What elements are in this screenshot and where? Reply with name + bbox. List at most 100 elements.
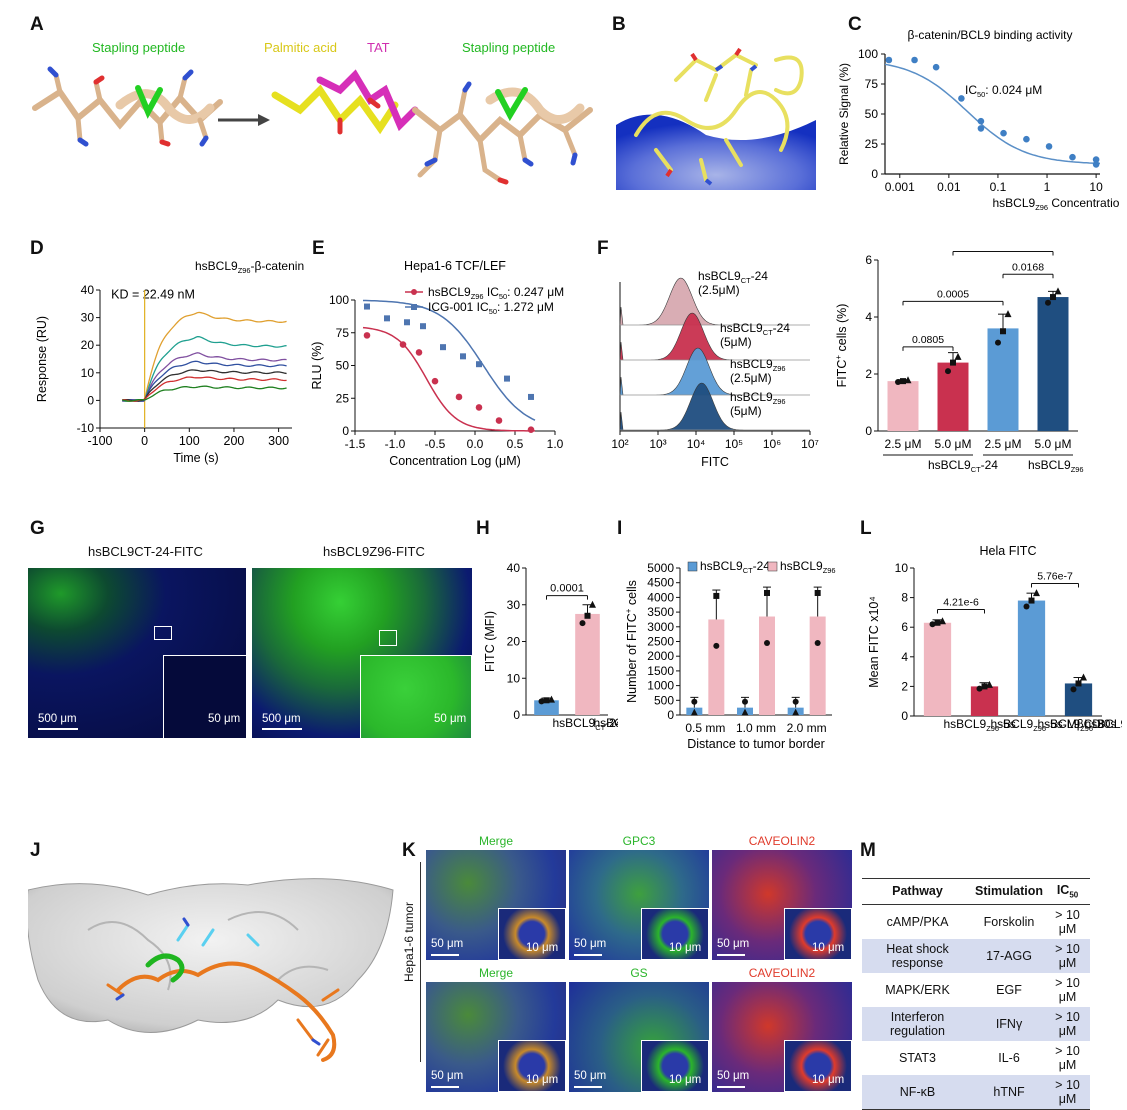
k-inset — [641, 908, 709, 960]
c-data-point — [977, 125, 985, 132]
e-y-tick-label: 0 — [342, 424, 349, 438]
k-image-0-1: 50 μm 10 μm — [569, 850, 709, 960]
i-point — [792, 698, 799, 705]
m-header-ic50: IC50 — [1045, 878, 1090, 905]
g-title-right: hsBCL9Z96-FITC — [323, 544, 425, 559]
c-y-tick-label: 0 — [871, 167, 878, 181]
l-y-tick-label: 2 — [901, 679, 908, 693]
e-y-tick-label: 100 — [329, 293, 349, 307]
fb-category-label-0: 2.5 μM — [885, 437, 922, 451]
fb-bar-3 — [1037, 297, 1069, 431]
m-cell-pathway: Heat shock response — [862, 938, 973, 973]
e-chart: Hepa1-6 TCF/LEF 0 25 50 75 100 -1.5 -1.0 -0.5 0.0… — [310, 259, 564, 468]
k-scale-small-text: 10 μm — [669, 1074, 702, 1086]
[object Object]: hsBCL9Z96-30s — [1038, 717, 1117, 733]
[object Object]: hsBCL9Z96 — [780, 559, 836, 575]
m-header-pathway: Pathway — [862, 878, 973, 905]
c-data-point — [1023, 135, 1030, 143]
m-cell-stimulation: IL-6 — [998, 1050, 1020, 1065]
fb-pvalue-2: 0.0168 — [1012, 261, 1044, 273]
c-title: β-catenin/BCL9 binding activity — [908, 28, 1073, 42]
panel-letter-m: M — [860, 840, 876, 861]
i-category-label-2: 2.0 mm — [787, 721, 827, 735]
h-y-label: FITC (MFI) — [483, 611, 497, 672]
d-y-tick-label: 20 — [81, 338, 95, 352]
[object Object]: hsBCL9Z96 IC50: 0.247 μM — [428, 285, 564, 301]
a-structures-svg — [32, 66, 593, 185]
f-histogram-chart: 10² 10³ 10⁴ 10⁵ 10⁶ 10⁷hsBCL9CT-24(2.5μM)hsBC… — [611, 269, 819, 469]
i-point — [764, 589, 770, 596]
e-point-hsbcl9 — [495, 417, 503, 424]
m-cell-ic50: > 10 μM — [1045, 938, 1090, 973]
g-scale-text-left: 500 μm — [38, 713, 77, 725]
fh-series-conc-1: (5μM) — [720, 335, 752, 349]
e-point-icg001 — [440, 344, 446, 351]
c-y-tick-label: 75 — [865, 77, 879, 91]
c-x-tick-label: 0.01 — [937, 180, 961, 194]
d-y-label: Response (RU) — [35, 316, 49, 402]
l-bar-2 — [1017, 600, 1046, 716]
k-row-label: Hepa1-6 tumor — [402, 901, 416, 982]
e-x-tick-label: -1.0 — [385, 437, 406, 451]
c-y-tick-label: 25 — [865, 137, 879, 151]
m-cell-stimulation: EGF — [996, 982, 1022, 997]
[object Object]: hsBCL9CT-24 — [928, 458, 998, 474]
d-x-tick-label: 0 — [141, 434, 148, 448]
panel-letter-a: A — [30, 14, 44, 35]
a-stapling-label-left: Stapling peptide — [92, 40, 186, 55]
fb-point — [995, 339, 1001, 346]
e-point-hsbcl9 — [455, 393, 463, 401]
k-col-title-0-0: Merge — [478, 834, 513, 848]
e-point-icg001 — [460, 353, 466, 360]
fh-x-tick-label: 10³ — [649, 437, 666, 451]
m-cell-stimulation: 17-AGG — [972, 938, 1046, 973]
g-scale-small-right: 50 μm — [434, 713, 467, 725]
e-point-icg001 — [528, 393, 534, 400]
panel-letter-i: I — [617, 518, 623, 539]
fb-y-tick-label: 0 — [865, 424, 872, 438]
l-point — [1075, 680, 1082, 687]
i-category-label-1: 1.0 mm — [736, 721, 776, 735]
k-scale-text: 50 μm — [717, 938, 750, 950]
d-y-tick-label: 40 — [81, 283, 95, 297]
i-point — [691, 698, 698, 705]
fb-point — [895, 378, 901, 385]
i-y-tick-label: 5000 — [647, 561, 674, 575]
e-point-hsbcl9 — [431, 377, 439, 385]
l-point — [1080, 673, 1087, 681]
k-scale-text: 50 μm — [574, 938, 607, 950]
m-cell-pathway: STAT3 — [898, 1050, 937, 1065]
i-y-tick-label: 1000 — [647, 679, 674, 693]
fh-histogram-3 — [619, 382, 810, 431]
panel-letter-h: H — [476, 518, 490, 539]
panel-f-histogram: 10² 10³ 10⁴ 10⁵ 10⁶ 10⁷ hsBCL9CT-24 (2.5μM) hsBC… — [600, 248, 830, 478]
e-point-hsbcl9 — [399, 341, 407, 348]
d-y-tick-label: 0 — [87, 393, 94, 407]
e-point-hsbcl9 — [415, 349, 423, 356]
c-data-point — [932, 63, 940, 71]
c-x-tick-label: 10 — [1089, 180, 1103, 194]
h-y-tick-label: 0 — [513, 708, 520, 722]
c-data-point — [1092, 161, 1100, 168]
m-table-row: NF-κB hTNF > 10 μM — [862, 1074, 1090, 1110]
i-category-label-0: 0.5 mm — [685, 721, 725, 735]
h-chart: 010203040hsBCL9CT-24hsBCL9Z960.0001FITC … — [483, 561, 649, 732]
l-y-tick-label: 8 — [901, 591, 908, 605]
k-scale-small-text: 10 μm — [526, 1074, 559, 1086]
panel-letter-g: G — [30, 518, 45, 539]
h-y-tick-label: 30 — [507, 598, 521, 612]
e-legend-marker-0 — [411, 289, 417, 295]
i-point — [742, 698, 748, 705]
k-scale-text: 50 μm — [717, 1070, 750, 1082]
a-stapling-label-right: Stapling peptide — [462, 40, 556, 55]
d-sensorgram-5 — [122, 376, 287, 402]
m-header-stimulation: Stimulation — [972, 878, 1046, 905]
e-title: Hepa1-6 TCF/LEF — [404, 259, 506, 273]
e-point-icg001 — [384, 315, 390, 322]
c-data-point — [958, 95, 965, 102]
d-sensorgram-0 — [122, 311, 287, 402]
e-x-label: Concentration Log (μM) — [389, 454, 521, 468]
j-surface-svg — [28, 878, 394, 1062]
h-bar-1 — [575, 613, 600, 715]
